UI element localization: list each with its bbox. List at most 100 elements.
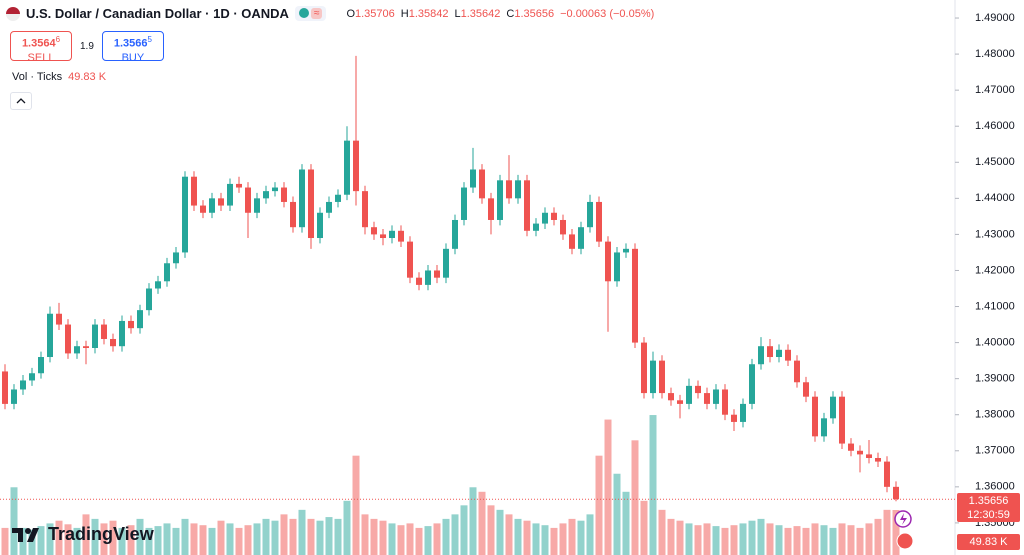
symbol-title[interactable]: U.S. Dollar / Canadian Dollar · 1D · OAN…	[26, 6, 289, 21]
candle-body	[245, 187, 251, 213]
brand-logo	[12, 527, 39, 542]
buy-button[interactable]: 1.35665 BUY	[101, 31, 164, 64]
volume-bar	[838, 523, 846, 555]
candle-body	[425, 270, 431, 285]
ohlc-item: H1.35842	[401, 8, 449, 20]
volume-bar	[397, 525, 405, 555]
candle-body	[281, 187, 287, 202]
volume-bar	[568, 518, 576, 555]
candle-body	[479, 169, 485, 199]
volume-bar	[199, 525, 207, 555]
candle-body	[92, 324, 98, 349]
candle-body	[353, 140, 359, 192]
volume-tag-value: 49.83 K	[969, 536, 1008, 548]
volume-bar	[883, 509, 891, 555]
candle-body	[497, 180, 503, 220]
candle-body	[47, 313, 53, 358]
volume-bar	[820, 525, 828, 555]
volume-bar	[343, 500, 351, 555]
volume-bar	[856, 527, 864, 555]
candle-body	[659, 360, 665, 394]
y-tick-label: 1.48000	[975, 48, 1015, 60]
candle-body	[398, 230, 404, 242]
volume-bar	[127, 525, 135, 555]
last-price-tag: 1.35656 12:30:59	[957, 493, 1020, 522]
volume-bar	[37, 526, 45, 555]
ohlc-legend: O1.35706 H1.35842 L1.35642 C1.35656 −0.00063…	[346, 8, 654, 20]
volume-bar	[208, 527, 216, 555]
ohlc-item: O1.35706	[346, 8, 394, 20]
volume-bar	[685, 523, 693, 555]
y-tick-label: 1.42000	[975, 264, 1015, 276]
candle-body	[614, 252, 620, 282]
candle-body	[515, 180, 521, 199]
y-tick-label: 1.36000	[975, 481, 1015, 493]
candle-body	[803, 382, 809, 397]
y-tick-label: 1.39000	[975, 373, 1015, 385]
candle-body	[362, 191, 368, 228]
candle-body	[119, 320, 125, 347]
y-tick-label: 1.47000	[975, 84, 1015, 96]
candle-body	[587, 201, 593, 228]
volume-bar	[136, 518, 144, 555]
volume-tag: 49.83 K	[957, 534, 1020, 550]
candle-body	[893, 486, 899, 500]
candle-body	[596, 201, 602, 242]
ohlc-key: O	[346, 7, 355, 20]
chevron	[16, 98, 26, 104]
candle-body	[182, 176, 188, 253]
brand: TradingView	[12, 524, 154, 545]
candle-body	[443, 248, 449, 278]
volume-bar	[280, 514, 288, 555]
sell-button[interactable]: 1.35646 SELL	[10, 31, 72, 64]
volume-bar	[892, 510, 900, 555]
volume-bar	[361, 514, 369, 555]
flag-icon[interactable]	[896, 532, 914, 550]
volume-bar	[739, 523, 747, 555]
volume-bar	[46, 523, 54, 555]
volume-bar	[577, 520, 585, 555]
candle-body	[173, 252, 179, 264]
volume-bar	[523, 520, 531, 555]
volume-bar	[640, 500, 648, 555]
volume-bar	[766, 523, 774, 555]
candle-body	[407, 241, 413, 278]
candle-body	[371, 227, 377, 235]
volume-bar	[757, 518, 765, 555]
candle-body	[200, 205, 206, 213]
volume-bar	[793, 526, 801, 555]
candle-body	[254, 198, 260, 213]
candle-body	[650, 360, 656, 394]
volume-bar	[262, 518, 270, 555]
last-price: 1.35656	[968, 495, 1009, 507]
sell-price: 1.3564	[21, 37, 56, 50]
volume-bar	[163, 523, 171, 555]
volume-bar	[352, 455, 360, 555]
volume-bar	[289, 518, 297, 555]
candle-body	[434, 270, 440, 278]
candle-body	[290, 201, 296, 228]
candle-body	[38, 357, 44, 374]
candle-body	[695, 385, 701, 394]
candle-body	[884, 461, 890, 487]
candle-body	[236, 183, 242, 188]
volume-bar	[415, 527, 423, 555]
y-tick-label: 1.41000	[975, 300, 1015, 312]
candle-body	[389, 230, 395, 239]
candle-body	[569, 234, 575, 249]
volume-bar	[406, 523, 414, 555]
candle-body	[128, 320, 134, 329]
collapse-button[interactable]	[10, 92, 32, 110]
volume-bar	[235, 527, 243, 555]
volume-bar	[460, 505, 468, 555]
volume-bar	[550, 527, 558, 555]
candle-body	[632, 248, 638, 343]
candle-body	[11, 389, 17, 404]
candle-body	[542, 212, 548, 224]
volume-title: Vol · Ticks	[12, 71, 63, 83]
status-pill[interactable]: ≈	[294, 6, 327, 21]
candles	[0, 55, 955, 502]
candle-body	[776, 349, 782, 358]
volume-bar	[829, 527, 837, 555]
